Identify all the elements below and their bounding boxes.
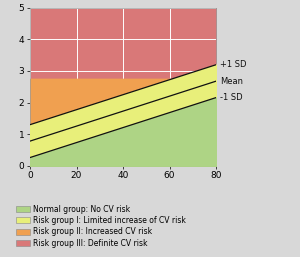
Text: -1 SD: -1 SD (220, 93, 243, 102)
Text: Mean: Mean (220, 77, 244, 86)
Text: +1 SD: +1 SD (220, 60, 247, 69)
Legend: Normal group: No CV risk, Risk group I: Limited increase of CV risk, Risk group : Normal group: No CV risk, Risk group I: … (13, 202, 189, 251)
